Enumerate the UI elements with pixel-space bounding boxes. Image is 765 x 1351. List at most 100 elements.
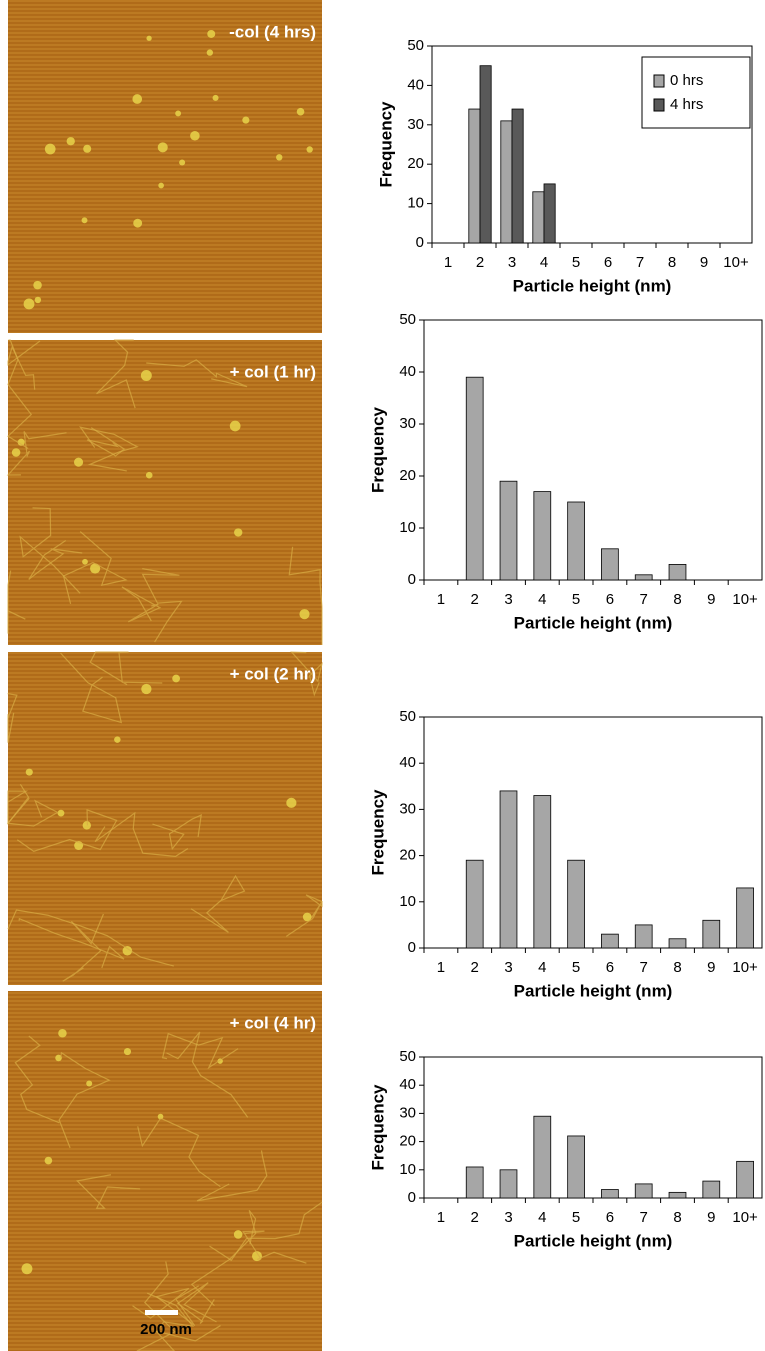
x-tick-label: 3	[504, 1209, 512, 1226]
bar	[466, 1167, 483, 1198]
bar	[534, 492, 551, 580]
bar	[568, 1136, 585, 1198]
particle	[58, 1029, 67, 1038]
particle	[58, 810, 65, 817]
x-tick-label: 1	[437, 591, 445, 608]
particle	[234, 528, 242, 536]
particle	[141, 684, 151, 694]
bar	[601, 1190, 618, 1198]
figure: -col (4 hrs)+ col (1 hr)+ col (2 hr)+ co…	[0, 0, 765, 1351]
particle	[82, 217, 88, 223]
x-tick-label: 6	[604, 254, 612, 271]
particle	[83, 145, 91, 153]
x-tick-label: 6	[606, 1209, 614, 1226]
particle	[286, 798, 296, 808]
x-tick-label: 5	[572, 1209, 580, 1226]
bar	[534, 796, 551, 948]
page: -col (4 hrs)+ col (1 hr)+ col (2 hr)+ co…	[0, 0, 765, 1351]
x-axis-label: Particle height (nm)	[514, 613, 673, 632]
bar	[501, 121, 512, 243]
x-axis-label: Particle height (nm)	[514, 981, 673, 1000]
particle	[276, 154, 282, 160]
x-tick-label: 6	[606, 959, 614, 976]
x-tick-label: 2	[471, 591, 479, 608]
bar	[703, 920, 720, 948]
y-tick-label: 20	[407, 155, 424, 172]
bar	[568, 860, 585, 948]
y-tick-label: 50	[399, 311, 416, 328]
particle	[207, 30, 215, 38]
x-tick-label: 9	[707, 959, 715, 976]
particle	[86, 1080, 92, 1086]
afm-image	[8, 652, 322, 985]
particle	[190, 131, 200, 141]
bar	[544, 184, 555, 243]
legend-label: 0 hrs	[670, 72, 703, 89]
y-tick-label: 20	[399, 467, 416, 484]
bar	[533, 192, 544, 243]
x-tick-label: 8	[673, 591, 681, 608]
legend-swatch	[654, 75, 664, 87]
y-tick-label: 40	[407, 76, 424, 93]
x-tick-label: 5	[572, 591, 580, 608]
particle	[141, 370, 152, 381]
bar	[466, 860, 483, 948]
y-tick-label: 10	[399, 1161, 416, 1178]
y-tick-label: 40	[399, 754, 416, 771]
y-tick-label: 30	[399, 415, 416, 432]
bar	[480, 66, 491, 243]
bar	[512, 109, 523, 243]
x-axis-label: Particle height (nm)	[514, 1231, 673, 1250]
image-label: -col (4 hrs)	[229, 22, 316, 41]
x-tick-label: 10+	[732, 1209, 758, 1226]
x-tick-label: 2	[476, 254, 484, 271]
bar	[737, 1161, 754, 1198]
x-tick-label: 5	[572, 959, 580, 976]
y-axis-label: Frequency	[368, 789, 387, 876]
bar	[469, 109, 480, 243]
y-tick-label: 20	[399, 847, 416, 864]
x-tick-label: 1	[437, 959, 445, 976]
scale-bar-label: 200 nm	[140, 1321, 192, 1338]
x-tick-label: 7	[640, 591, 648, 608]
x-tick-label: 7	[636, 254, 644, 271]
particle	[306, 146, 312, 152]
particle	[24, 299, 35, 310]
scale-bar	[145, 1310, 178, 1315]
x-tick-label: 4	[538, 959, 546, 976]
y-axis-label: Frequency	[368, 406, 387, 493]
y-tick-label: 30	[399, 800, 416, 817]
particle	[146, 36, 151, 41]
x-tick-label: 3	[508, 254, 516, 271]
particle	[82, 559, 88, 565]
x-tick-label: 2	[471, 1209, 479, 1226]
y-tick-label: 30	[399, 1104, 416, 1121]
particle	[146, 472, 153, 479]
particle	[207, 49, 213, 55]
particle	[242, 117, 249, 124]
y-tick-label: 40	[399, 1076, 416, 1093]
particle	[179, 159, 185, 165]
particle	[21, 1263, 32, 1274]
x-tick-label: 9	[707, 591, 715, 608]
legend-label: 4 hrs	[670, 96, 703, 113]
x-tick-label: 2	[471, 959, 479, 976]
y-tick-label: 20	[399, 1133, 416, 1150]
bar	[601, 934, 618, 948]
image-label: + col (1 hr)	[230, 362, 316, 381]
bar	[737, 888, 754, 948]
x-tick-label: 8	[673, 1209, 681, 1226]
particle	[114, 736, 120, 742]
legend-swatch	[654, 99, 664, 111]
particle	[74, 458, 83, 467]
y-tick-label: 10	[407, 195, 424, 212]
bar	[635, 925, 652, 948]
y-tick-label: 0	[408, 939, 416, 956]
y-tick-label: 10	[399, 893, 416, 910]
bar	[635, 575, 652, 580]
particle	[35, 297, 41, 303]
y-tick-label: 10	[399, 519, 416, 536]
particle	[12, 448, 21, 457]
particle	[124, 1048, 131, 1055]
particle	[172, 675, 180, 683]
